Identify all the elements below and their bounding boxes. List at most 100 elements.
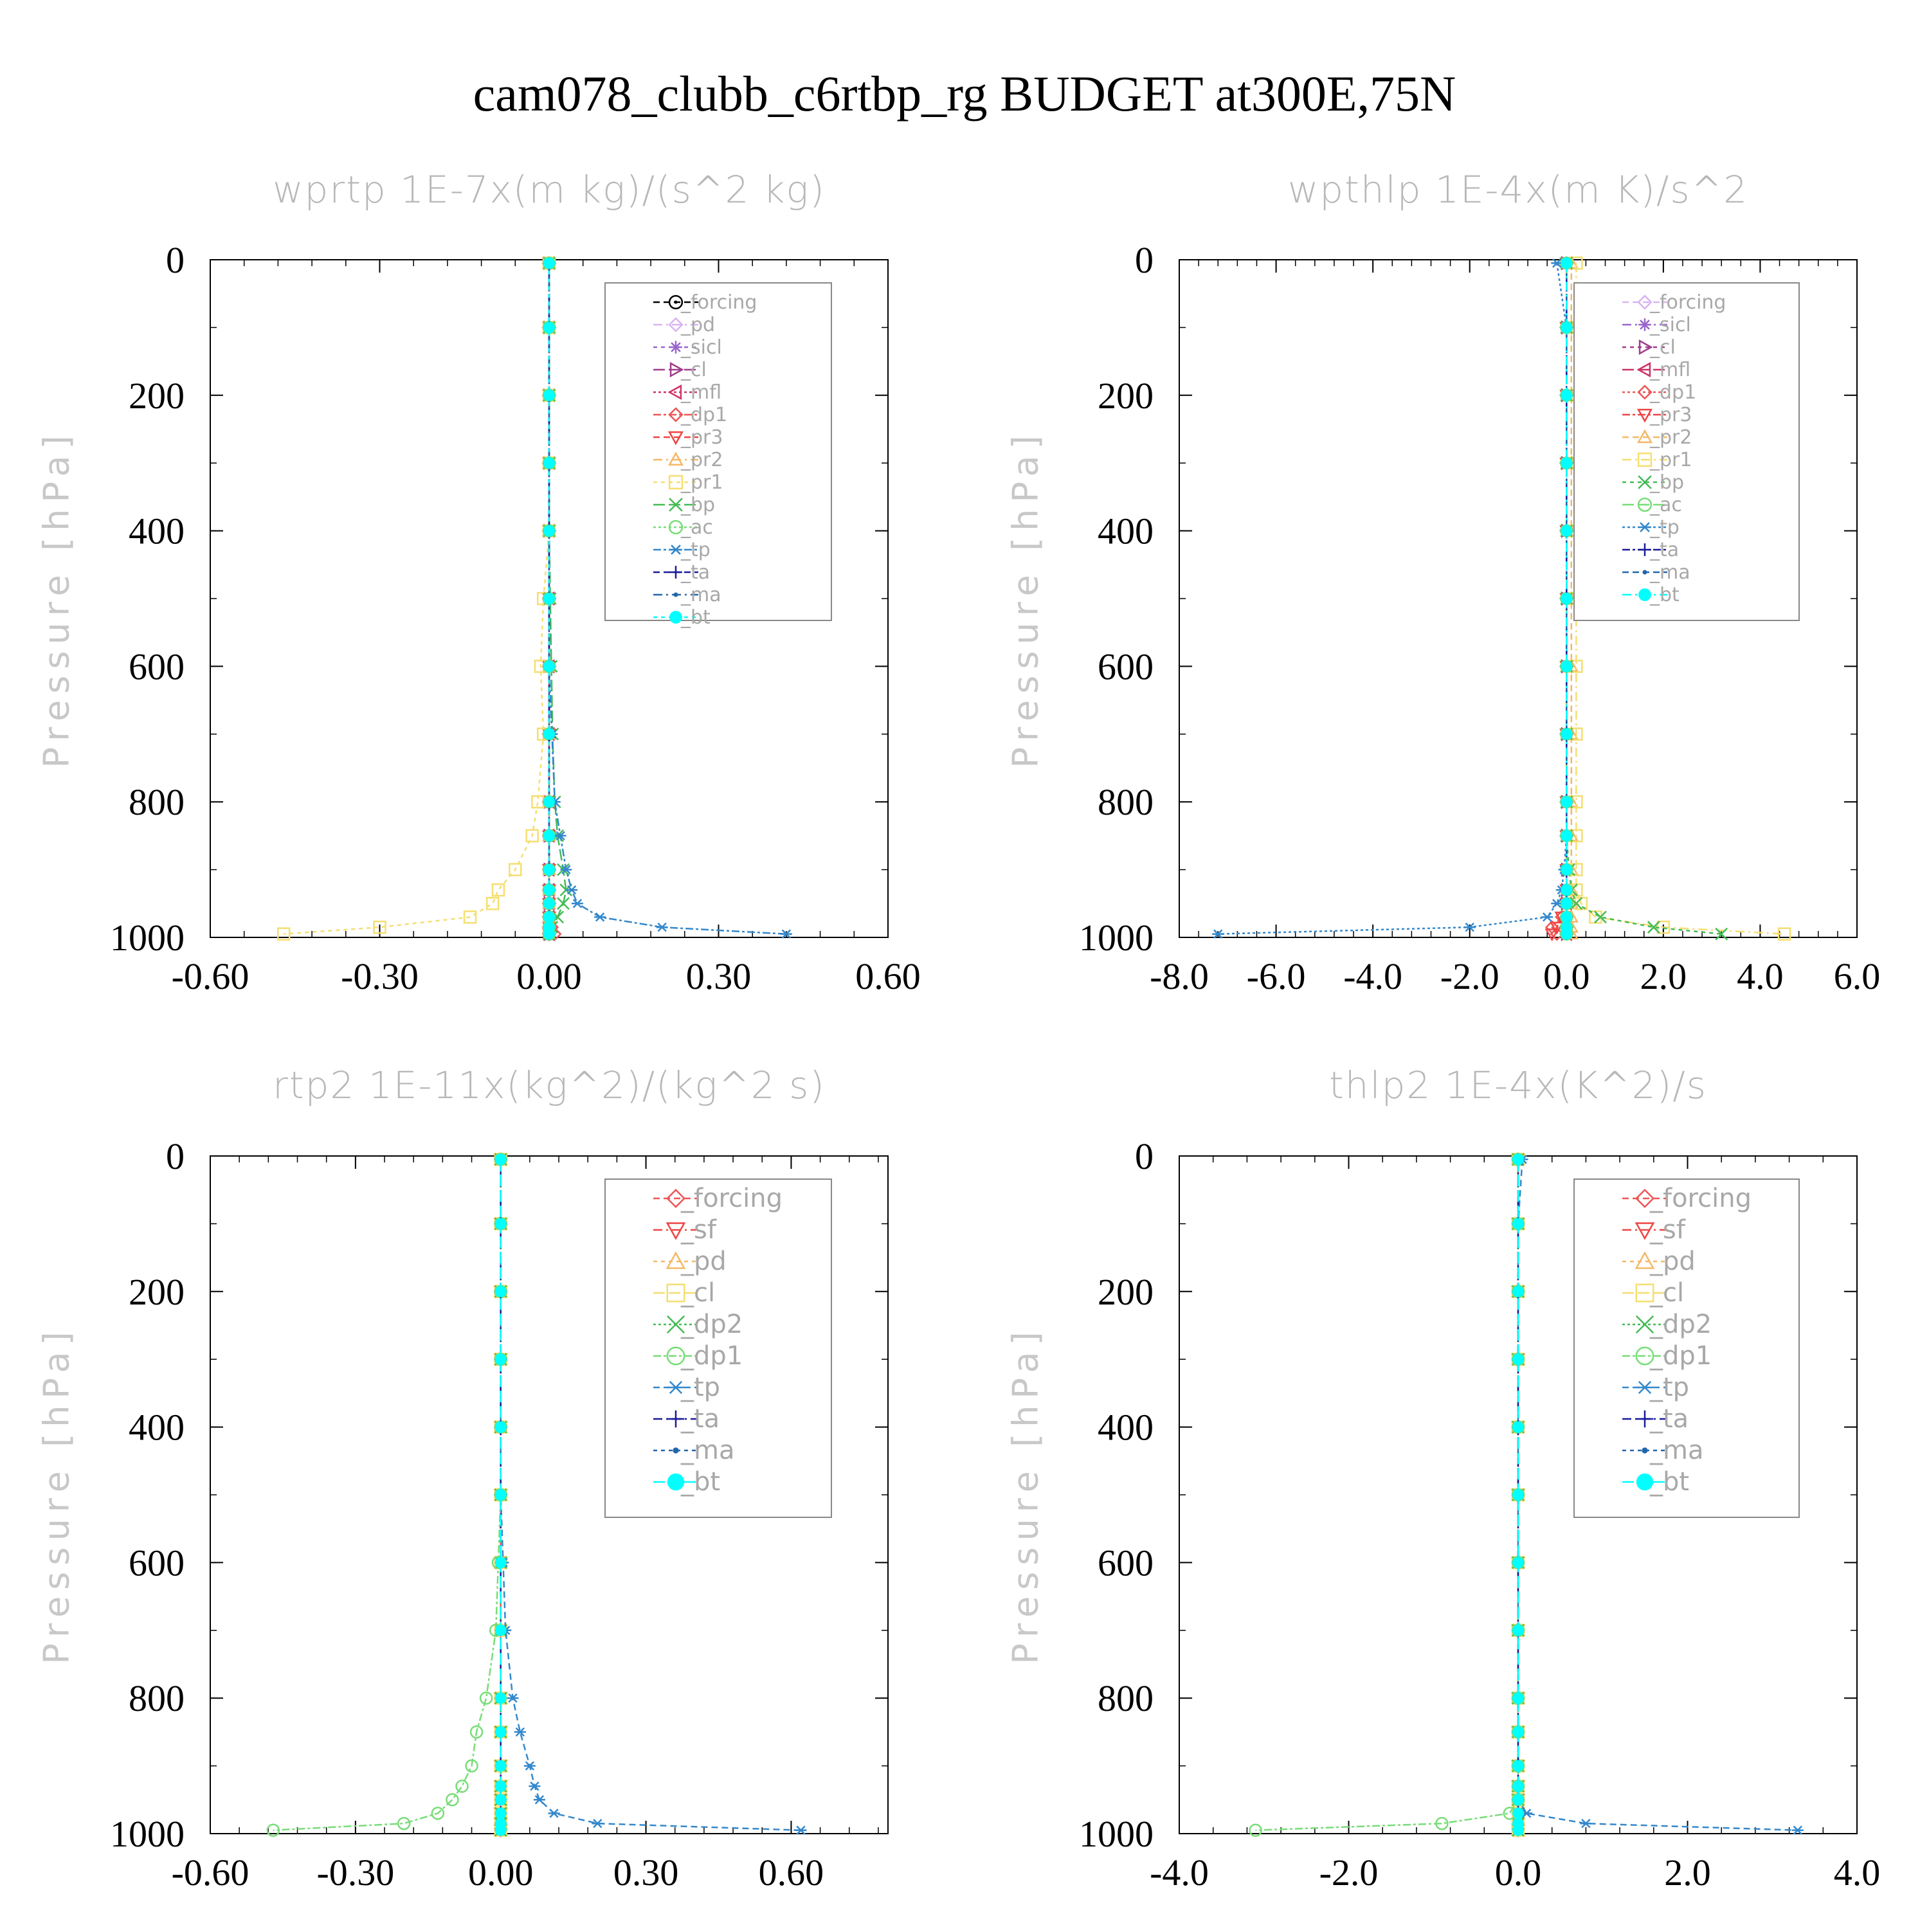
legend-marker [668, 407, 684, 422]
legend-marker [668, 474, 684, 490]
legend-label: _mfl [680, 381, 721, 404]
data-point_tp [571, 899, 583, 908]
data-point_bt [1512, 1285, 1524, 1297]
panel-title: wprtp 1E-7x(m kg)/(s^2 kg) [273, 168, 826, 212]
data-point_bt [543, 728, 555, 740]
x-tick-label: -0.60 [172, 955, 249, 997]
x-tick-label: -2.0 [1440, 955, 1499, 997]
series-line_dp1 [1255, 1159, 1519, 1831]
legend-marker [1637, 384, 1653, 400]
panel-title: wpthlp 1E-4x(m K)/s^2 [1288, 168, 1748, 212]
legend-label: _cl [680, 1278, 715, 1308]
legend-label: _ta [1649, 1404, 1689, 1434]
series-line_dp1 [273, 1159, 502, 1831]
y-tick-label: 800 [129, 1677, 185, 1719]
y-tick-label: 0 [166, 239, 185, 281]
data-point_bt [1561, 660, 1573, 673]
panel-1: wprtp 1E-7x(m kg)/(s^2 kg) Pressure [hPa]… [37, 168, 921, 997]
figure-title: cam078_clubb_c6rtbp_rg BUDGET at300E,75N [473, 66, 1456, 122]
legend-label: _ac [680, 516, 713, 539]
x-tick-label: 2.0 [1664, 1852, 1711, 1893]
x-tick-label: -0.60 [172, 1852, 249, 1893]
legend-label: _sicl [1649, 314, 1691, 336]
y-tick-label: 400 [129, 510, 185, 552]
y-tick-label: 0 [1135, 1135, 1154, 1177]
y-tick-label: 800 [1098, 1677, 1154, 1719]
data-point_bp [1647, 921, 1660, 934]
data-point_bt [1512, 1726, 1524, 1738]
x-tick-label: 4.0 [1737, 955, 1784, 997]
data-point_bt [543, 911, 555, 923]
legend-label: _bt [680, 1467, 720, 1497]
data-point_bt [543, 389, 555, 401]
data-point_bp [557, 897, 570, 910]
data-point_bp [1715, 927, 1728, 941]
data-point_bt [1561, 884, 1573, 896]
legend-label: _ta [1649, 539, 1679, 561]
data-point_bt [1512, 1807, 1524, 1819]
y-tick-label: 1000 [110, 1813, 185, 1855]
x-tick-label: -4.0 [1343, 955, 1402, 997]
x-tick-label: 4.0 [1834, 1852, 1881, 1893]
legend-marker [666, 1189, 685, 1208]
data-point_bt [543, 525, 555, 537]
y-tick-label: 1000 [1079, 917, 1154, 959]
panel-3: rtp2 1E-11x(kg^2)/(kg^2 s) Pressure [hPa]… [37, 1063, 889, 1893]
legend-label: _sf [1649, 1215, 1686, 1245]
data-point_pr1 [485, 897, 500, 910]
legend-label: _ac [1649, 494, 1682, 516]
legend-label: _tp [680, 539, 711, 561]
legend-label: _sf [680, 1215, 717, 1245]
legend-marker [1638, 522, 1651, 532]
data-point_bt [1561, 863, 1573, 876]
legend-label: _bt [680, 606, 711, 629]
legend-box [604, 282, 832, 621]
legend-label: _bt [1649, 584, 1680, 606]
data-point_tp [554, 831, 566, 841]
y-tick-label: 0 [166, 1135, 185, 1177]
data-point_bp [1594, 910, 1607, 924]
data-point_bt [1561, 257, 1573, 269]
legend-label: _bp [680, 494, 715, 516]
data-point_dp1 [1249, 1823, 1262, 1837]
y-tick-label: 1000 [110, 917, 185, 959]
legend-label: _pd [680, 314, 715, 336]
y-axis-label: Pressure [hPa] [37, 429, 77, 768]
data-point_bt [543, 660, 555, 673]
data-point_pr1 [373, 920, 386, 934]
series-line_pr1 [284, 263, 550, 935]
y-tick-label: 200 [129, 1271, 185, 1313]
legend-label: _bp [1649, 471, 1684, 494]
legend-label: _dp2 [1649, 1310, 1712, 1339]
data-point_bt [494, 1726, 507, 1738]
legend-marker [673, 1447, 679, 1454]
data-point_bp [1570, 897, 1583, 910]
data-point_tp [529, 1782, 541, 1791]
series-line_pr1 [1575, 263, 1785, 935]
legend-marker [666, 1315, 685, 1334]
data-point_pr1 [509, 863, 522, 876]
series-group [276, 255, 792, 942]
data-point_bt [1512, 1557, 1524, 1569]
legend-marker [1635, 1283, 1654, 1303]
legend-label: _tp [1649, 516, 1680, 539]
data-point_bt [1561, 593, 1573, 604]
legend-marker [667, 1473, 685, 1491]
y-tick-label: 200 [129, 375, 185, 417]
data-point_bt [494, 1824, 507, 1836]
data-point_tp [1580, 1819, 1592, 1828]
data-point_tp [514, 1727, 526, 1737]
legend-label: _pr3 [1649, 404, 1692, 426]
legend-marker [1642, 570, 1647, 575]
legend-marker [669, 611, 682, 624]
y-axis-label: Pressure [hPa] [1006, 1325, 1046, 1664]
data-point_bt [543, 593, 555, 604]
data-point_tp [795, 1825, 807, 1835]
x-tick-label: 0.30 [686, 955, 752, 997]
data-point_pr3 [1550, 921, 1564, 935]
data-point_bt [543, 796, 555, 808]
legend-box [604, 1178, 832, 1518]
data-point_bt [494, 1489, 507, 1501]
legend: _forcing_sf_pd_cl_dp2_dp1_tp_ta_ma_bt [1573, 1178, 1800, 1518]
data-point_tp [1212, 929, 1224, 939]
